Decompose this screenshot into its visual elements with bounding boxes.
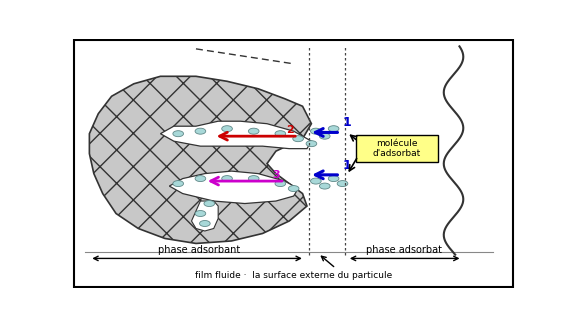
Circle shape [288, 186, 299, 191]
Text: film fluide ·  la surface externe du particule: film fluide · la surface externe du part… [195, 271, 393, 280]
Circle shape [199, 221, 210, 226]
Circle shape [293, 136, 304, 142]
Circle shape [337, 180, 348, 187]
Text: phase adsorbant: phase adsorbant [158, 245, 241, 255]
Circle shape [222, 126, 233, 132]
Circle shape [328, 126, 339, 132]
Polygon shape [89, 76, 312, 243]
Circle shape [248, 128, 259, 134]
Circle shape [328, 176, 339, 181]
Circle shape [306, 141, 317, 147]
Circle shape [275, 131, 286, 137]
Circle shape [195, 211, 206, 216]
Circle shape [195, 176, 206, 181]
Polygon shape [170, 171, 298, 203]
Circle shape [319, 183, 330, 189]
Circle shape [311, 178, 321, 184]
Circle shape [248, 176, 259, 181]
Polygon shape [160, 121, 312, 149]
Circle shape [173, 131, 183, 137]
Text: 3: 3 [273, 170, 280, 180]
Text: molécule
d'adsorbat: molécule d'adsorbat [373, 139, 421, 158]
Text: 1: 1 [343, 116, 351, 129]
Circle shape [275, 180, 286, 187]
Circle shape [173, 180, 183, 187]
Circle shape [195, 128, 206, 134]
Circle shape [204, 201, 215, 206]
Circle shape [311, 128, 321, 134]
Text: 2: 2 [286, 125, 294, 135]
Circle shape [222, 176, 233, 181]
Polygon shape [191, 201, 218, 231]
Text: 1: 1 [343, 159, 351, 172]
Circle shape [319, 133, 330, 139]
Text: phase adsorbat: phase adsorbat [366, 245, 442, 255]
FancyBboxPatch shape [356, 135, 438, 162]
